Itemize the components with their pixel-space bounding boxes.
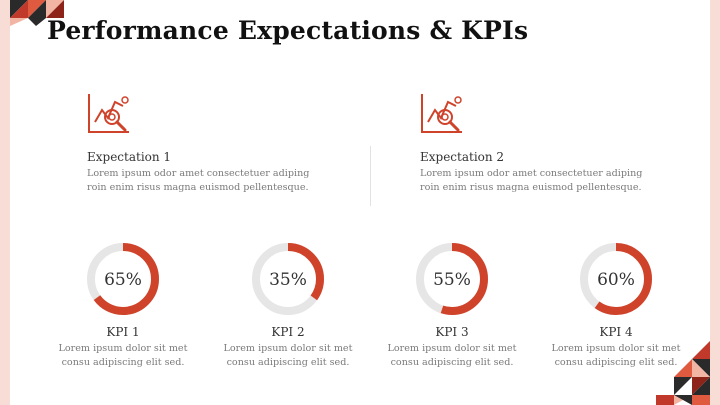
- chart-magnifier-icon: [88, 94, 129, 133]
- description-line: consu adipiscing elit sed.: [390, 357, 514, 368]
- slide: Performance Expectations & KPIs Expectat…: [10, 0, 710, 405]
- expectation-card-1: Expectation 1 Lorem ipsum odor amet cons…: [87, 92, 377, 195]
- chart-magnifier-icon: [421, 94, 462, 133]
- donut-progress-arc: [416, 243, 488, 315]
- description-line: consu adipiscing elit sed.: [61, 357, 185, 368]
- corner-ornament-top-left: [10, 0, 64, 26]
- kpi-label: KPI 1: [106, 325, 140, 339]
- donut-progress-arc: [87, 243, 159, 315]
- description-line: consu adipiscing elit sed.: [226, 357, 350, 368]
- kpi-description: Lorem ipsum dolor sit met consu adipisci…: [48, 342, 198, 370]
- description-line: Lorem ipsum dolor sit met: [223, 343, 353, 354]
- page-title: Performance Expectations & KPIs: [47, 16, 529, 45]
- description-line: Lorem ipsum odor amet consectetuer adipi…: [87, 168, 310, 179]
- kpi-card-4: 60% KPI 4 Lorem ipsum dolor sit met cons…: [541, 242, 691, 370]
- donut-progress-arc: [252, 243, 324, 315]
- kpi-card-2: 35% KPI 2 Lorem ipsum dolor sit met cons…: [213, 242, 363, 370]
- kpi-percent: 65%: [104, 270, 142, 290]
- expectation-description: Lorem ipsum odor amet consectetuer adipi…: [87, 167, 377, 195]
- kpi-description: Lorem ipsum dolor sit met consu adipisci…: [377, 342, 527, 370]
- kpi-description: Lorem ipsum dolor sit met consu adipisci…: [213, 342, 363, 370]
- kpi-label: KPI 2: [271, 325, 305, 339]
- description-line: Lorem ipsum dolor sit met: [551, 343, 681, 354]
- kpi-percent: 55%: [433, 270, 471, 290]
- expectation-description: Lorem ipsum odor amet consectetuer adipi…: [420, 167, 710, 195]
- expectation-card-2: Expectation 2 Lorem ipsum odor amet cons…: [420, 92, 710, 195]
- expectation-title: Expectation 1: [87, 150, 172, 164]
- kpi-donut-chart: 35%: [252, 243, 324, 315]
- donut-progress-arc: [580, 243, 652, 315]
- corner-ornament-bottom-right: [656, 341, 710, 405]
- kpi-label: KPI 3: [435, 325, 469, 339]
- vertical-divider: [370, 146, 371, 206]
- kpi-percent: 60%: [597, 270, 635, 290]
- kpi-percent: 35%: [269, 270, 307, 290]
- kpi-description: Lorem ipsum dolor sit met consu adipisci…: [541, 342, 691, 370]
- description-line: roin enim risus magna euismod pellentesq…: [87, 182, 309, 193]
- kpi-card-1: 65% KPI 1 Lorem ipsum dolor sit met cons…: [48, 242, 198, 370]
- description-line: Lorem ipsum odor amet consectetuer adipi…: [420, 168, 643, 179]
- description-line: consu adipiscing elit sed.: [554, 357, 678, 368]
- kpi-card-3: 55% KPI 3 Lorem ipsum dolor sit met cons…: [377, 242, 527, 370]
- description-line: Lorem ipsum dolor sit met: [387, 343, 517, 354]
- expectation-title: Expectation 2: [420, 150, 505, 164]
- kpi-donut-chart: 55%: [416, 243, 488, 315]
- kpi-donut-chart: 65%: [87, 243, 159, 315]
- kpi-donut-chart: 60%: [580, 243, 652, 315]
- description-line: Lorem ipsum dolor sit met: [58, 343, 188, 354]
- description-line: roin enim risus magna euismod pellentesq…: [420, 182, 642, 193]
- kpi-label: KPI 4: [599, 325, 633, 339]
